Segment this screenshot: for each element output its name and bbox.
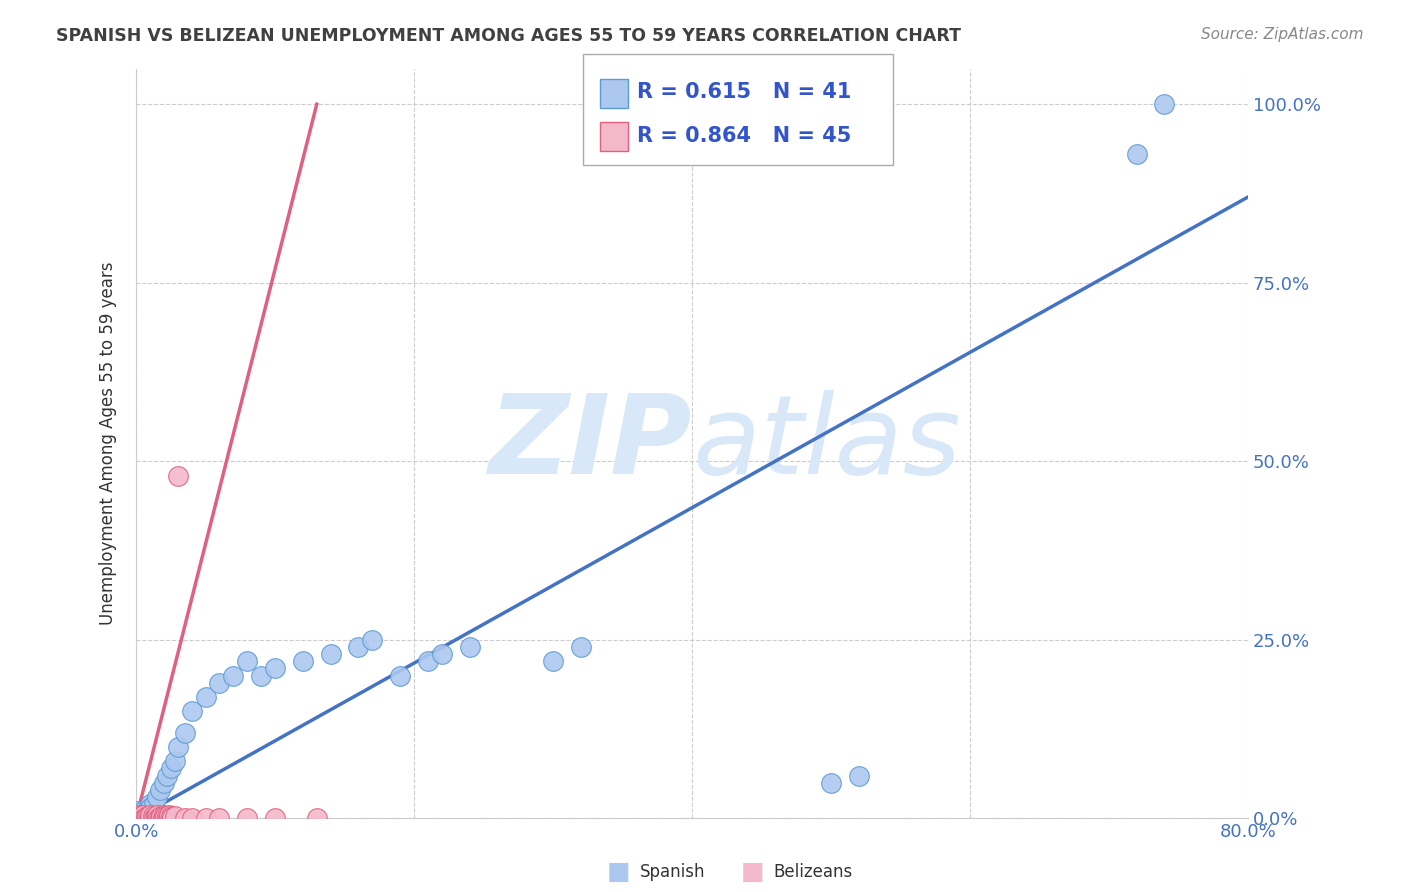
Point	[148, 812, 170, 826]
Point	[136, 812, 159, 826]
Point	[848, 769, 870, 783]
Point	[125, 810, 148, 824]
Point	[139, 808, 162, 822]
Point	[143, 812, 166, 826]
Text: ■: ■	[741, 861, 763, 884]
Point	[166, 468, 188, 483]
Point	[236, 654, 259, 668]
Point	[129, 808, 152, 822]
Point	[156, 769, 179, 783]
Point	[361, 632, 384, 647]
Point	[138, 801, 160, 815]
Point	[149, 810, 172, 824]
Point	[173, 812, 195, 826]
Text: Spanish: Spanish	[640, 863, 706, 881]
Point	[129, 810, 152, 824]
Point	[150, 809, 173, 823]
Point	[156, 808, 179, 822]
Point	[131, 812, 153, 826]
Point	[347, 640, 370, 654]
Point	[458, 640, 481, 654]
Point	[125, 805, 148, 819]
Point	[180, 812, 202, 826]
Text: atlas: atlas	[692, 390, 960, 497]
Point	[146, 790, 169, 805]
Point	[149, 783, 172, 797]
Point	[208, 812, 231, 826]
Point	[139, 801, 162, 815]
Point	[541, 654, 564, 668]
Point	[236, 812, 259, 826]
Point	[222, 668, 245, 682]
Point	[129, 812, 152, 826]
Text: ■: ■	[607, 861, 630, 884]
Point	[180, 704, 202, 718]
Point	[264, 812, 287, 826]
Point	[134, 812, 156, 826]
Point	[250, 668, 273, 682]
Point	[291, 654, 314, 668]
Point	[194, 690, 217, 704]
Point	[163, 808, 186, 822]
Point	[166, 739, 188, 754]
Point	[125, 812, 148, 826]
Point	[153, 808, 176, 822]
Point	[139, 797, 162, 812]
Point	[160, 762, 183, 776]
Point	[146, 809, 169, 823]
Point	[569, 640, 592, 654]
Point	[125, 808, 148, 822]
Text: R = 0.864   N = 45: R = 0.864 N = 45	[637, 126, 851, 145]
Point	[125, 812, 148, 826]
Point	[162, 810, 184, 824]
Text: Source: ZipAtlas.com: Source: ZipAtlas.com	[1201, 27, 1364, 42]
Point	[194, 812, 217, 826]
Point	[430, 647, 453, 661]
Point	[155, 809, 177, 823]
Point	[125, 809, 148, 823]
Point	[125, 812, 148, 826]
Point	[163, 754, 186, 768]
Point	[146, 808, 169, 822]
Point	[319, 647, 342, 661]
Point	[143, 797, 166, 812]
Point	[132, 808, 155, 822]
Point	[136, 808, 159, 822]
Point	[125, 812, 148, 826]
Point	[136, 805, 159, 819]
Point	[128, 812, 150, 826]
Point	[152, 812, 174, 826]
Text: ZIP: ZIP	[488, 390, 692, 497]
Point	[145, 808, 167, 822]
Point	[138, 809, 160, 823]
Point	[128, 809, 150, 823]
Point	[264, 661, 287, 675]
Point	[139, 812, 162, 826]
Point	[157, 812, 180, 826]
Point	[208, 675, 231, 690]
Point	[160, 809, 183, 823]
Point	[125, 808, 148, 822]
Point	[135, 808, 157, 822]
Text: Belizeans: Belizeans	[773, 863, 852, 881]
Text: R = 0.615   N = 41: R = 0.615 N = 41	[637, 82, 851, 102]
Point	[153, 776, 176, 790]
Point	[173, 725, 195, 739]
Point	[159, 808, 181, 822]
Point	[135, 810, 157, 824]
Point	[1153, 97, 1175, 112]
Point	[389, 668, 412, 682]
Point	[132, 809, 155, 823]
Point	[1125, 147, 1147, 161]
Point	[142, 809, 165, 823]
Point	[416, 654, 439, 668]
Point	[305, 812, 328, 826]
Point	[129, 812, 152, 826]
Point	[132, 805, 155, 819]
Point	[820, 776, 842, 790]
Y-axis label: Unemployment Among Ages 55 to 59 years: Unemployment Among Ages 55 to 59 years	[100, 261, 117, 625]
Text: SPANISH VS BELIZEAN UNEMPLOYMENT AMONG AGES 55 TO 59 YEARS CORRELATION CHART: SPANISH VS BELIZEAN UNEMPLOYMENT AMONG A…	[56, 27, 962, 45]
